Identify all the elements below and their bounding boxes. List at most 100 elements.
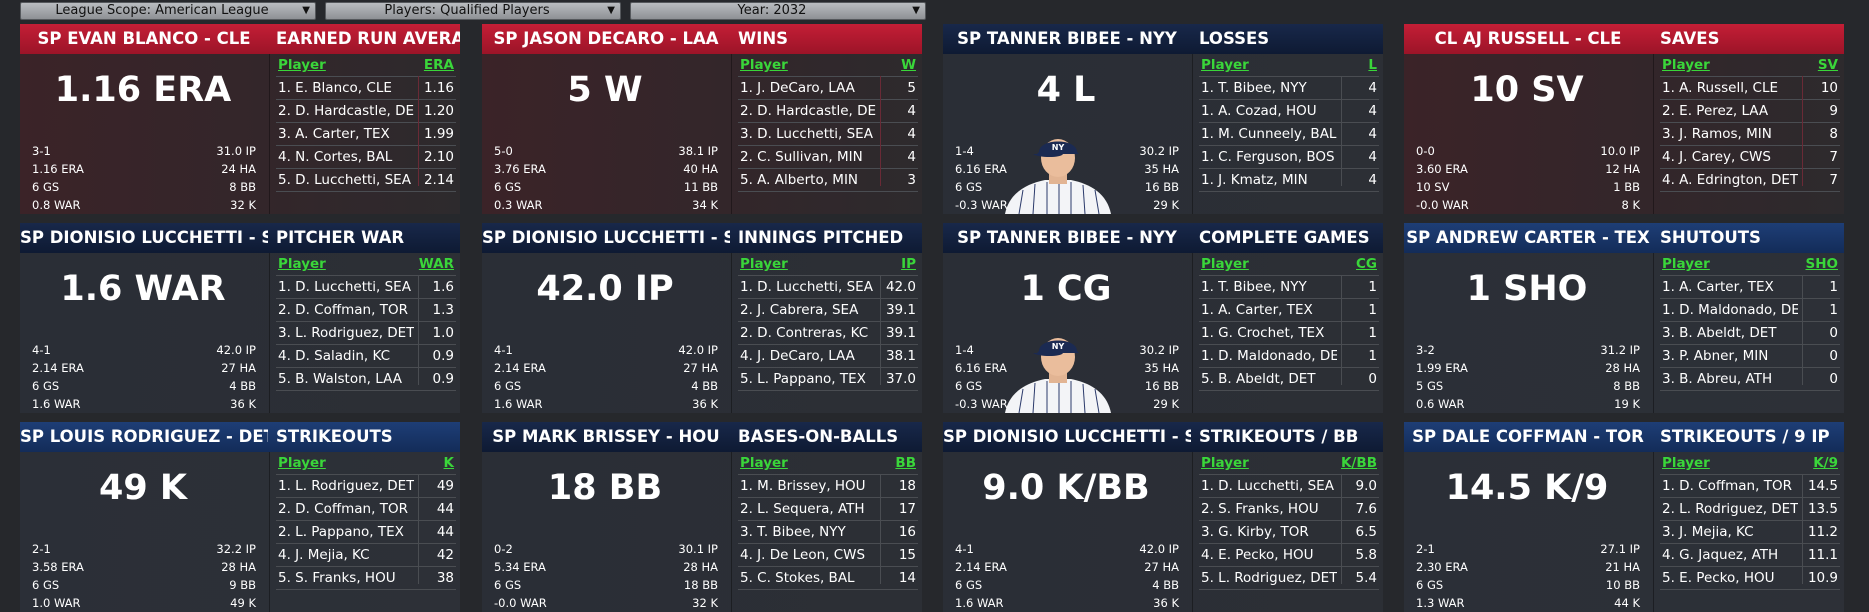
leader-row[interactable]: 3. P. Abner, MIN 0 [1660, 345, 1840, 368]
leader-row[interactable]: 4. E. Pecko, HOU 5.8 [1199, 544, 1379, 567]
leader-row-player[interactable]: 3. J. Mejia, KC [1662, 524, 1754, 540]
leader-player-name[interactable]: SP DIONISIO LUCCHETTI - SEA [482, 228, 730, 247]
leader-row[interactable]: 1. E. Blanco, CLE 1.16 [276, 77, 456, 100]
leader-player-name[interactable]: SP DIONISIO LUCCHETTI - SEA [943, 427, 1191, 446]
leader-player-name[interactable]: SP DIONISIO LUCCHETTI - SEA [20, 228, 268, 247]
leader-row[interactable]: 1. D. Lucchetti, SEA 1.6 [276, 276, 456, 299]
leader-row[interactable]: 1. J. DeCaro, LAA 5 [738, 77, 918, 100]
leader-card[interactable]: SP DIONISIO LUCCHETTI - SEA STRIKEOUTS /… [943, 422, 1383, 612]
leader-card[interactable]: SP DALE COFFMAN - TOR STRIKEOUTS / 9 IP … [1404, 422, 1844, 612]
player-column-header[interactable]: Player [1662, 57, 1710, 73]
player-column-header[interactable]: Player [1662, 455, 1710, 471]
leader-row-player[interactable]: 4. J. Carey, CWS [1662, 149, 1771, 165]
leader-card[interactable]: SP JASON DECARO - LAA WINS 5 W 5-0 38.1 I… [482, 24, 922, 214]
leader-row-player[interactable]: 4. J. Mejia, KC [278, 547, 370, 563]
leader-row[interactable]: 5. L. Rodriguez, DET 5.4 [1199, 567, 1379, 590]
league-scope-dropdown[interactable]: League Scope: American League ▼ [20, 2, 316, 20]
leader-row-player[interactable]: 3. P. Abner, MIN [1662, 348, 1769, 364]
leader-row-player[interactable]: 3. A. Carter, TEX [278, 126, 390, 142]
leader-row-player[interactable]: 2. L. Pappano, TEX [278, 524, 404, 540]
stat-column-header[interactable]: W [901, 57, 916, 73]
leader-row[interactable]: 1. D. Lucchetti, SEA 9.0 [1199, 475, 1379, 498]
leader-row-player[interactable]: 4. J. De Leon, CWS [740, 547, 866, 563]
leader-row[interactable]: 2. D. Coffman, TOR 1.3 [276, 299, 456, 322]
leader-row[interactable]: 4. D. Saladin, KC 0.9 [276, 345, 456, 368]
leader-player-name[interactable]: SP JASON DECARO - LAA [493, 29, 719, 48]
leader-card[interactable]: SP MARK BRISSEY - HOU BASES-ON-BALLS 18 … [482, 422, 922, 612]
leader-row-player[interactable]: 2. S. Franks, HOU [1201, 501, 1319, 517]
leader-row-player[interactable]: 4. D. Saladin, KC [278, 348, 391, 364]
player-column-header[interactable]: Player [278, 455, 326, 471]
leader-card[interactable]: SP ANDREW CARTER - TEX SHUTOUTS 1 SHO 3-… [1404, 223, 1844, 413]
leader-row-player[interactable]: 3. B. Abreu, ATH [1662, 371, 1773, 387]
leader-card[interactable]: SP LOUIS RODRIGUEZ - DET STRIKEOUTS 49 K… [20, 422, 460, 612]
stat-column-header[interactable]: ERA [423, 57, 454, 73]
leader-row[interactable]: 2. L. Sequera, ATH 17 [738, 498, 918, 521]
leader-player-name[interactable]: CL AJ RUSSELL - CLE [1434, 29, 1622, 48]
leader-row-player[interactable]: 5. A. Alberto, MIN [740, 172, 859, 188]
leader-row[interactable]: 1. A. Carter, TEX 1 [1199, 299, 1379, 322]
leader-row-player[interactable]: 2. D. Hardcastle, DET [278, 103, 414, 119]
leader-card[interactable]: SP EVAN BLANCO - CLE EARNED RUN AVERAGE … [20, 24, 460, 214]
leader-row-player[interactable]: 2. C. Sullivan, MIN [740, 149, 863, 165]
leader-player-name[interactable]: SP EVAN BLANCO - CLE [37, 29, 251, 48]
leader-row[interactable]: 4. J. Carey, CWS 7 [1660, 146, 1840, 169]
leader-row-player[interactable]: 4. G. Jaquez, ATH [1662, 547, 1779, 563]
leader-row-player[interactable]: 5. E. Pecko, HOU [1662, 570, 1775, 586]
stat-column-header[interactable]: K/BB [1341, 455, 1377, 471]
leader-row-player[interactable]: 2. L. Sequera, ATH [740, 501, 865, 517]
leader-row[interactable]: 3. A. Carter, TEX 1.99 [276, 123, 456, 146]
leader-row-player[interactable]: 1. A. Carter, TEX [1201, 302, 1313, 318]
leader-row[interactable]: 3. J. Mejia, KC 11.2 [1660, 521, 1840, 544]
leader-row-player[interactable]: 3. D. Lucchetti, SEA [740, 126, 873, 142]
leader-row[interactable]: 2. C. Sullivan, MIN 4 [738, 146, 918, 169]
leader-row-player[interactable]: 1. J. Kmatz, MIN [1201, 172, 1308, 188]
leader-row-player[interactable]: 3. G. Kirby, TOR [1201, 524, 1309, 540]
leader-row[interactable]: 1. M. Brissey, HOU 18 [738, 475, 918, 498]
leader-row[interactable]: 1. A. Carter, TEX 1 [1660, 276, 1840, 299]
leader-row[interactable]: 1. D. Lucchetti, SEA 42.0 [738, 276, 918, 299]
leader-row[interactable]: 5. A. Alberto, MIN 3 [738, 169, 918, 192]
player-column-header[interactable]: Player [1201, 455, 1249, 471]
leader-row-player[interactable]: 5. B. Abeldt, DET [1201, 371, 1316, 387]
leader-row-player[interactable]: 2. D. Contreras, KC [740, 325, 869, 341]
leader-row-player[interactable]: 1. C. Ferguson, BOS [1201, 149, 1335, 165]
players-dropdown[interactable]: Players: Qualified Players ▼ [325, 2, 621, 20]
leader-row-player[interactable]: 1. D. Maldonado, DET [1662, 302, 1798, 318]
leader-row[interactable]: 3. B. Abreu, ATH 0 [1660, 368, 1840, 391]
leader-player-name[interactable]: SP ANDREW CARTER - TEX [1406, 228, 1650, 247]
leader-row-player[interactable]: 4. N. Cortes, BAL [278, 149, 393, 165]
player-column-header[interactable]: Player [740, 256, 788, 272]
leader-row[interactable]: 2. D. Hardcastle, DET 1.20 [276, 100, 456, 123]
leader-row[interactable]: 1. M. Cunneely, BAL 4 [1199, 123, 1379, 146]
leader-row-player[interactable]: 1. D. Lucchetti, SEA [740, 279, 873, 295]
leader-row[interactable]: 2. D. Coffman, TOR 44 [276, 498, 456, 521]
leader-row-player[interactable]: 3. T. Bibee, NYY [740, 524, 846, 540]
leader-card[interactable]: SP TANNER BIBEE - NYY COMPLETE GAMES 1 C… [943, 223, 1383, 414]
leader-row[interactable]: 1. T. Bibee, NYY 4 [1199, 77, 1379, 100]
leader-row[interactable]: 1. G. Crochet, TEX 1 [1199, 322, 1379, 345]
leader-row-player[interactable]: 3. L. Rodriguez, DET [278, 325, 414, 341]
leader-row[interactable]: 5. B. Walston, LAA 0.9 [276, 368, 456, 391]
leader-row[interactable]: 4. J. De Leon, CWS 15 [738, 544, 918, 567]
leader-row[interactable]: 1. J. Kmatz, MIN 4 [1199, 169, 1379, 192]
leader-card[interactable]: CL AJ RUSSELL - CLE SAVES 10 SV 0-0 10.0 … [1404, 24, 1844, 214]
stat-column-header[interactable]: BB [895, 455, 916, 471]
leader-row[interactable]: 1. A. Cozad, HOU 4 [1199, 100, 1379, 123]
leader-row[interactable]: 2. E. Perez, LAA 9 [1660, 100, 1840, 123]
leader-player-name[interactable]: SP LOUIS RODRIGUEZ - DET [20, 427, 268, 446]
player-column-header[interactable]: Player [1201, 256, 1249, 272]
leader-row[interactable]: 4. J. Mejia, KC 42 [276, 544, 456, 567]
leader-row-player[interactable]: 1. M. Cunneely, BAL [1201, 126, 1337, 142]
player-column-header[interactable]: Player [278, 57, 326, 73]
leader-row-player[interactable]: 1. E. Blanco, CLE [278, 80, 392, 96]
leader-row-player[interactable]: 5. C. Stokes, BAL [740, 570, 855, 586]
leader-row-player[interactable]: 4. A. Edrington, DET [1662, 172, 1798, 188]
leader-row-player[interactable]: 1. T. Bibee, NYY [1201, 80, 1307, 96]
stat-column-header[interactable]: WAR [418, 256, 454, 272]
leader-row[interactable]: 3. D. Lucchetti, SEA 4 [738, 123, 918, 146]
leader-row[interactable]: 3. T. Bibee, NYY 16 [738, 521, 918, 544]
leader-row[interactable]: 1. D. Maldonado, DET 1 [1199, 345, 1379, 368]
leader-player-name[interactable]: SP MARK BRISSEY - HOU [492, 427, 720, 446]
leader-card[interactable]: SP DIONISIO LUCCHETTI - SEA PITCHER WAR … [20, 223, 460, 413]
